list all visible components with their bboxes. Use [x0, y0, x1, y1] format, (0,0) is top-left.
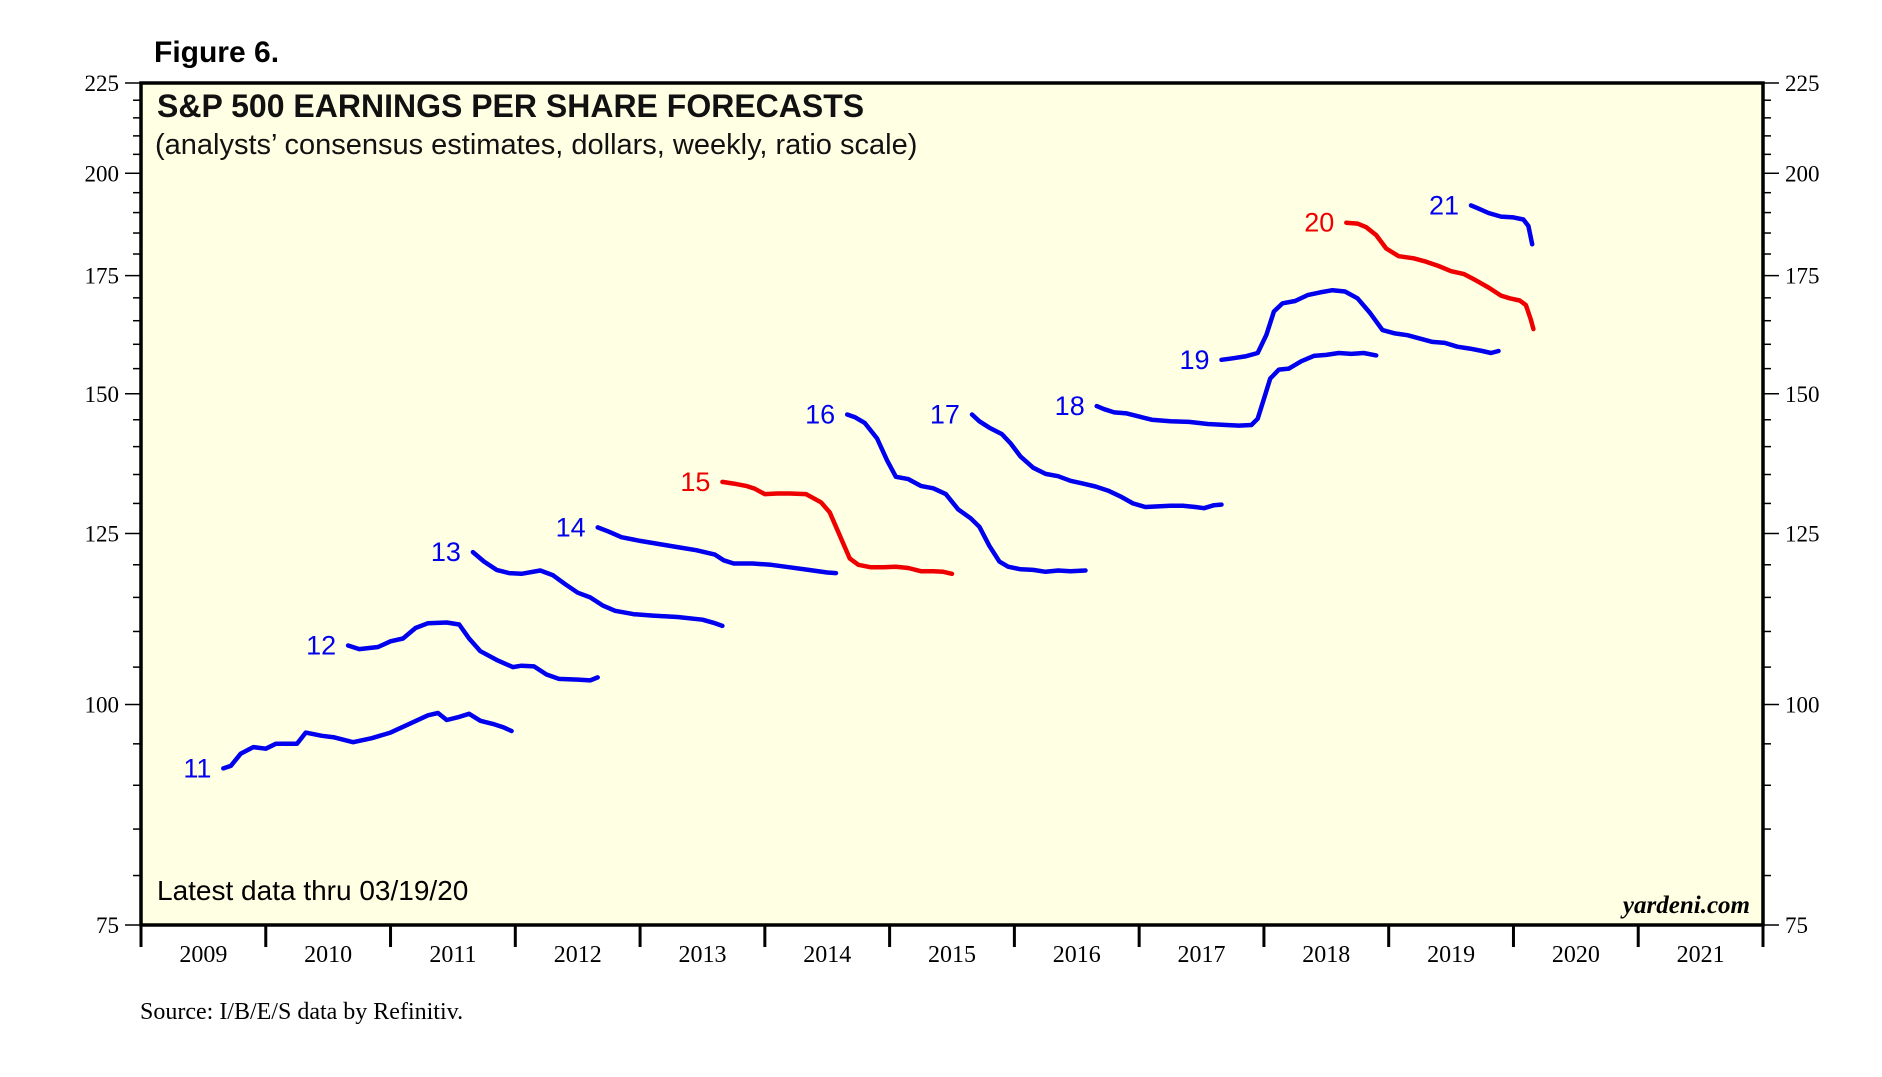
y-tick-label: 125	[85, 521, 120, 546]
x-tick-label: 2014	[803, 942, 851, 968]
x-tick-label: 2017	[1178, 942, 1226, 968]
series-18-line	[1094, 350, 1379, 428]
series-12-label: 12	[306, 631, 336, 661]
series-21-line	[1468, 203, 1535, 247]
series-20-label: 20	[1304, 208, 1334, 238]
chart-title: S&P 500 EARNINGS PER SHARE FORECASTS	[157, 88, 864, 124]
y-tick-label: 100	[85, 693, 120, 718]
y-tick-label: 150	[85, 382, 120, 407]
series-20-line	[1344, 220, 1536, 332]
figure-label: Figure 6.	[154, 36, 279, 69]
x-tick-label: 2019	[1427, 942, 1475, 968]
y-tick-label-right: 200	[1785, 161, 1820, 186]
x-tick-label: 2013	[678, 942, 726, 968]
left-axis: 75 100 125 150 175 200 225	[85, 71, 141, 938]
right-axis: 75 100 125 150 175 200 225	[1763, 71, 1820, 938]
series-14-line	[595, 525, 839, 576]
y-tick-label: 175	[85, 264, 120, 289]
y-tick-label: 75	[96, 913, 119, 938]
yardeni-credit: yardeni.com	[1620, 892, 1750, 919]
y-tick-label-right: 225	[1785, 71, 1820, 96]
series-19-line	[1219, 287, 1501, 363]
series-15-line	[720, 479, 955, 577]
series-17-label: 17	[930, 399, 960, 429]
series-15-label: 15	[680, 467, 710, 497]
x-tick-label: 2010	[304, 942, 352, 968]
series-group: 11 12 13 14 15 16 17 18 19 20 21	[183, 190, 1536, 783]
x-tick-label: 2020	[1552, 942, 1600, 968]
series-11-label: 11	[183, 753, 211, 783]
series-21-label: 21	[1429, 190, 1459, 220]
y-tick-label-right: 75	[1785, 913, 1808, 938]
x-tick-label: 2021	[1677, 942, 1725, 968]
x-tick-label: 2011	[429, 942, 476, 968]
source-note: Source: I/B/E/S data by Refinitiv.	[140, 999, 463, 1025]
y-tick-label: 200	[85, 161, 120, 186]
series-19-label: 19	[1179, 345, 1209, 375]
series-11-line	[221, 710, 514, 771]
x-tick-label: 2015	[928, 942, 976, 968]
series-17-line	[969, 412, 1224, 511]
y-tick-label-right: 125	[1785, 521, 1820, 546]
y-tick-label-right: 100	[1785, 693, 1820, 718]
series-14-label: 14	[556, 512, 586, 542]
x-tick-label: 2018	[1302, 942, 1350, 968]
latest-data-note: Latest data thru 03/19/20	[157, 875, 468, 906]
series-16-label: 16	[805, 399, 835, 429]
y-tick-label: 225	[85, 71, 120, 96]
x-tick-label: 2012	[554, 942, 602, 968]
y-tick-label-right: 150	[1785, 382, 1820, 407]
series-16-line	[844, 412, 1088, 575]
chart-subtitle: (analysts’ consensus estimates, dollars,…	[155, 129, 917, 161]
series-13-line	[470, 549, 725, 629]
series-13-label: 13	[431, 537, 461, 567]
series-12-line	[345, 620, 600, 683]
y-tick-label-right: 175	[1785, 264, 1820, 289]
x-tick-label: 2009	[179, 942, 227, 968]
x-axis: 2009 2010 2011 2012 2013 2014 2015 2016 2017 2018…	[139, 925, 1765, 968]
series-18-label: 18	[1055, 391, 1085, 421]
x-tick-label: 2016	[1053, 942, 1101, 968]
